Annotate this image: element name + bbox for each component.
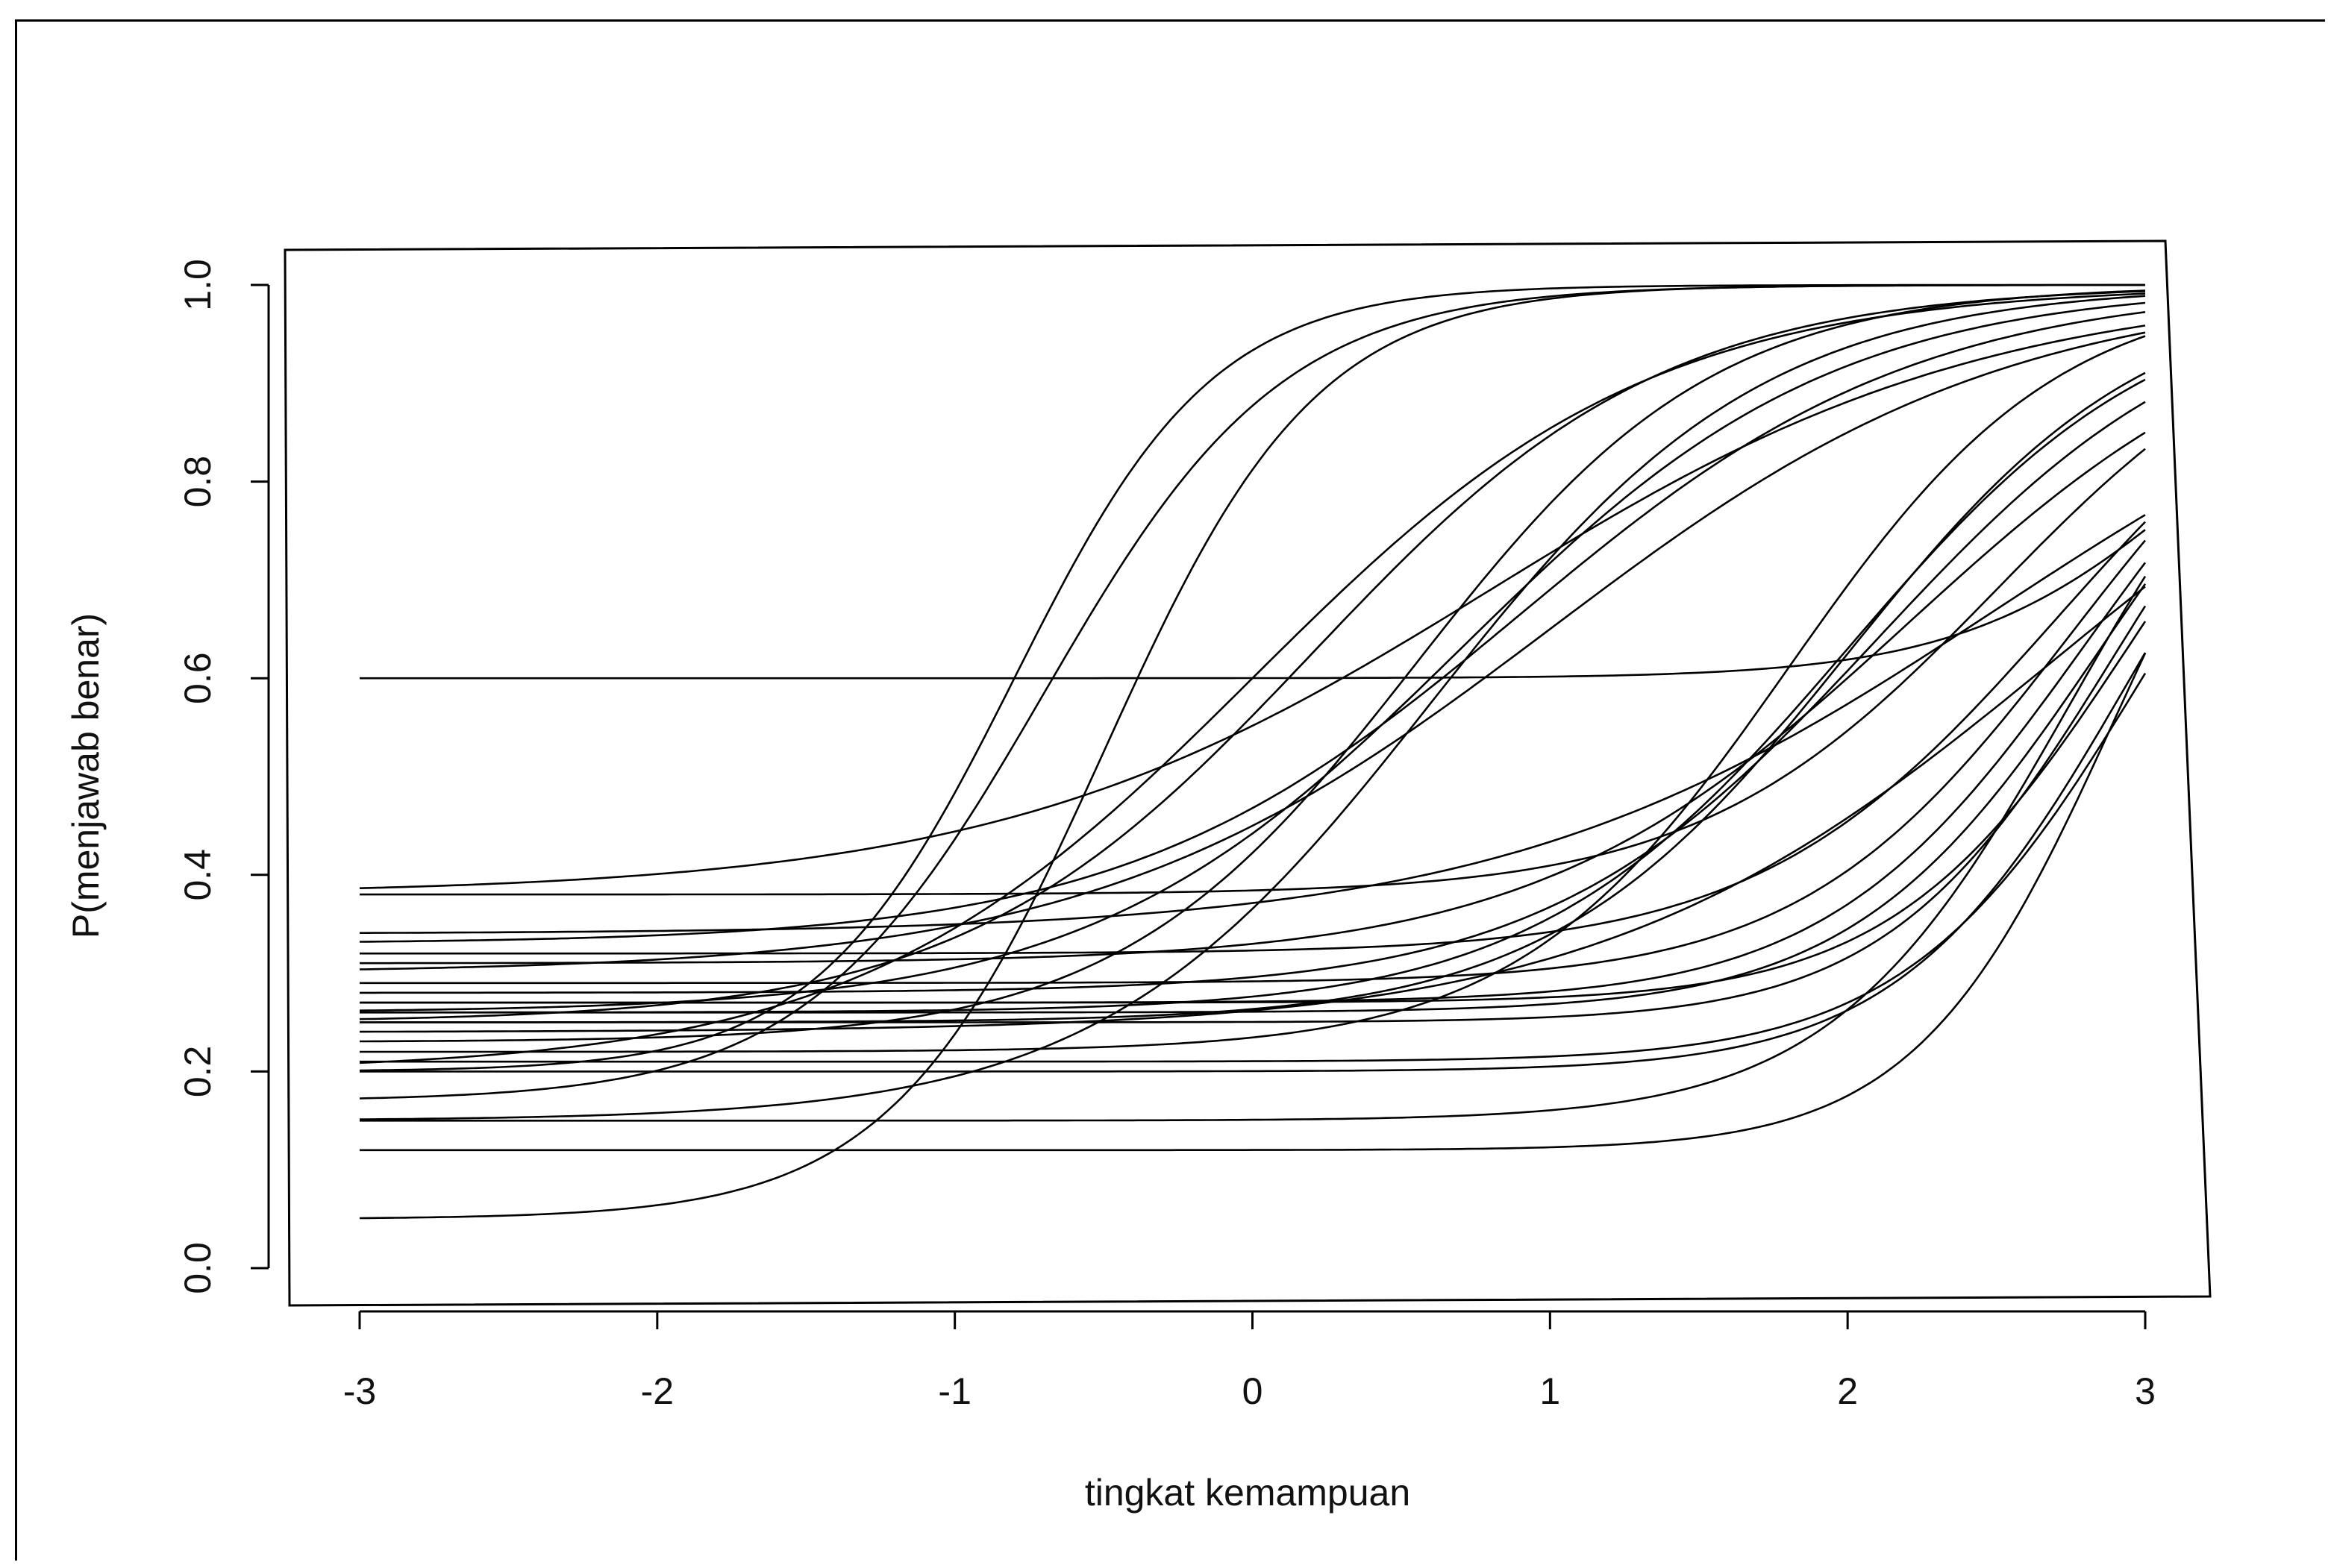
x-tick-label: 1: [1539, 1370, 1560, 1412]
icc-curve-11: [359, 324, 2146, 889]
figure-frame: [15, 19, 2325, 1561]
icc-curve-17: [360, 514, 2146, 934]
y-tick-label: 0.2: [177, 1046, 219, 1098]
icc-curve-29: [360, 448, 2146, 896]
x-axis: -3 -2 -1 0 1 2 3: [343, 1310, 2156, 1412]
x-tick-label: -1: [938, 1370, 971, 1412]
icc-curve-7: [360, 289, 2146, 1043]
icc-curve-8: [359, 301, 2146, 1012]
y-tick-label: 0.4: [177, 849, 219, 901]
icc-curve-21: [360, 605, 2147, 1023]
plot-area: [284, 239, 2212, 1307]
y-tick-label: 0.0: [177, 1242, 219, 1294]
y-tick-label: 1.0: [177, 259, 219, 311]
icc-curve-28: [360, 653, 2147, 1152]
icc-curve-12: [360, 335, 2146, 1053]
icc-curve-16: [360, 378, 2146, 1014]
icc-curve-14: [360, 401, 2146, 994]
icc-curve-23: [360, 672, 2147, 1063]
curves-group: [359, 283, 2147, 1220]
icc-curve-26: [360, 521, 2146, 955]
icc-curve-27: [360, 575, 2147, 1122]
plot-border: [284, 239, 2212, 1307]
icc-curve-25: [360, 539, 2146, 985]
x-tick-label: -3: [343, 1370, 376, 1412]
icc-curve-10: [359, 331, 2146, 970]
icc-curve-30: [360, 621, 2147, 1004]
y-tick-label: 0.6: [177, 652, 219, 704]
x-tick-label: 3: [2135, 1370, 2156, 1412]
icc-curve-9: [359, 311, 2146, 943]
x-tick-label: 2: [1837, 1370, 1858, 1412]
y-tick-label: 0.8: [177, 456, 219, 508]
icc-curve-18: [360, 586, 2146, 1033]
icc-curve-19: [360, 529, 2146, 680]
icc-curve-15: [360, 431, 2146, 965]
y-axis-title: P(menjawab benar): [65, 613, 107, 938]
icc-curve-5: [359, 283, 2145, 1220]
x-tick-label: 0: [1242, 1370, 1263, 1412]
x-tick-label: -2: [641, 1370, 674, 1412]
x-axis-title: tingkat kemampuan: [1085, 1472, 1410, 1514]
icc-curve-4: [359, 290, 2146, 1020]
icc-curve-6: [359, 295, 2146, 1120]
y-axis: 0.0 0.2 0.4 0.6 0.8 1.0: [177, 259, 270, 1294]
icc-curve-20: [360, 583, 2147, 1014]
